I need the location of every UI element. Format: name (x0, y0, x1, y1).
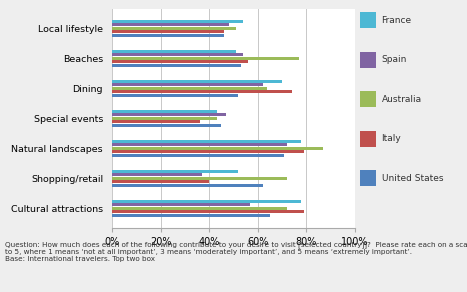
Bar (112, 57, 299, 60)
Bar (112, 117, 217, 120)
Bar (112, 90, 292, 93)
Bar (112, 60, 248, 63)
Bar (112, 150, 304, 153)
Bar (112, 64, 241, 67)
Bar (112, 180, 209, 183)
Bar (112, 110, 217, 113)
Bar (112, 30, 224, 33)
Bar (112, 120, 199, 123)
Bar (112, 210, 304, 213)
Bar (112, 207, 287, 210)
Bar (112, 27, 236, 30)
Bar (112, 34, 224, 37)
Bar (112, 200, 302, 203)
Text: Question: How much does each of the following contribute to your desire to visit: Question: How much does each of the foll… (5, 241, 467, 262)
Bar (112, 143, 287, 146)
Bar (112, 53, 243, 56)
Text: Italy: Italy (382, 134, 401, 143)
Text: France: France (382, 16, 412, 25)
Bar (112, 147, 323, 150)
Bar (112, 124, 221, 127)
Text: United States: United States (382, 174, 443, 182)
Bar (112, 154, 284, 157)
Bar (112, 173, 202, 176)
Text: Australia: Australia (382, 95, 422, 104)
Bar (112, 80, 282, 83)
Bar (112, 50, 236, 53)
Bar (112, 184, 262, 187)
Bar (112, 170, 238, 173)
Bar (112, 214, 270, 217)
Bar (112, 113, 226, 116)
Bar (112, 23, 229, 26)
Bar (112, 203, 250, 206)
Bar (112, 140, 302, 143)
Bar (112, 83, 262, 86)
Bar (112, 177, 287, 180)
Text: Spain: Spain (382, 55, 407, 64)
Bar (112, 20, 243, 23)
Bar (112, 94, 238, 97)
Bar (112, 87, 268, 90)
